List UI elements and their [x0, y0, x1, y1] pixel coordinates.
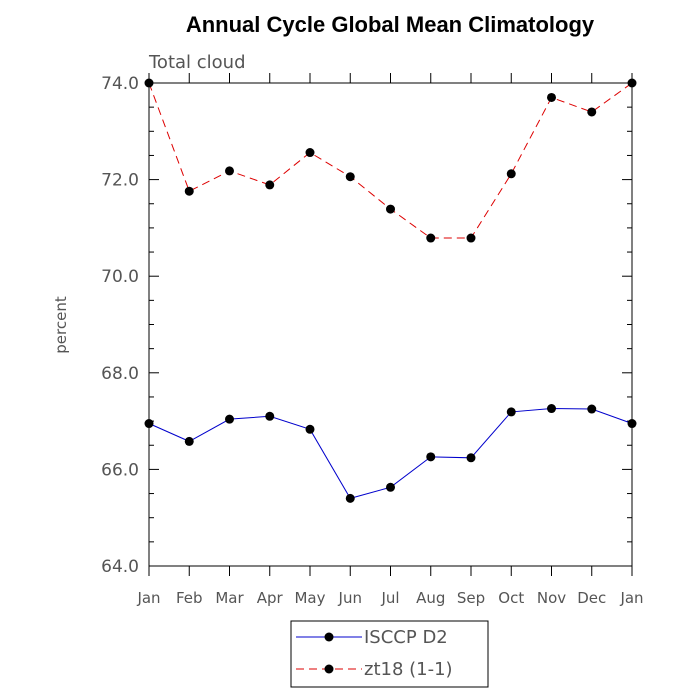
data-point	[506, 407, 516, 417]
data-point	[506, 169, 516, 179]
axis-ticks	[148, 73, 633, 576]
x-tick-label: Jun	[338, 589, 362, 607]
y-tick-label: 74.0	[101, 74, 139, 94]
x-tick-label: Jan	[619, 589, 643, 607]
x-tick-label: Oct	[498, 589, 524, 607]
y-axis-label: percent	[52, 296, 70, 354]
data-point	[426, 452, 436, 462]
data-point	[144, 419, 154, 429]
legend-label-isccp: ISCCP D2	[364, 627, 448, 648]
data-point	[587, 107, 597, 117]
data-point	[305, 424, 315, 434]
data-point	[547, 92, 556, 102]
data-point	[426, 233, 436, 243]
x-tick-label: Mar	[215, 589, 244, 607]
data-point	[386, 204, 395, 214]
data-point	[345, 493, 355, 503]
x-tick-label: Nov	[537, 589, 566, 607]
legend-marker-isccp	[324, 632, 334, 642]
data-point	[547, 404, 556, 414]
data-point	[466, 453, 476, 463]
y-tick-label: 70.0	[101, 267, 139, 287]
y-tick-label: 66.0	[101, 460, 139, 480]
x-tick-label: Feb	[176, 589, 203, 607]
legend-marker-zt18	[324, 664, 334, 674]
data-point	[225, 414, 234, 424]
y-tick-label: 68.0	[101, 364, 139, 384]
data-point	[144, 78, 154, 88]
x-tick-label: Jul	[380, 589, 399, 607]
plot-frame	[148, 82, 633, 567]
data-point	[305, 148, 315, 158]
x-tick-label: Jan	[136, 589, 160, 607]
data-point	[466, 233, 476, 243]
chart-title: Annual Cycle Global Mean Climatology	[186, 12, 595, 37]
data-point	[265, 180, 275, 190]
x-tick-label: Apr	[257, 589, 284, 607]
data-point	[345, 172, 355, 182]
y-tick-label: 64.0	[101, 557, 139, 577]
data-point	[225, 166, 234, 176]
series-layer	[144, 78, 637, 503]
x-tick-label: Dec	[577, 589, 606, 607]
series-line-1	[148, 82, 633, 239]
legend: ISCCP D2 zt18 (1-1)	[290, 620, 489, 688]
x-tick-label: May	[294, 589, 325, 607]
data-point	[184, 436, 194, 446]
data-point	[627, 419, 637, 429]
legend-box	[290, 620, 489, 688]
x-tick-labels: Jan Feb Mar Apr May Jun Jul Aug Sep Oct Nov Dec Jan	[136, 589, 643, 607]
legend-label-zt18: zt18 (1-1)	[364, 659, 453, 680]
y-tick-label: 72.0	[101, 171, 139, 191]
x-tick-label: Sep	[457, 589, 485, 607]
data-point	[265, 411, 275, 421]
x-tick-label: Aug	[416, 589, 445, 607]
data-point	[587, 404, 597, 414]
data-point	[184, 186, 194, 196]
chart-subtitle: Total cloud	[148, 52, 246, 73]
data-point	[386, 482, 395, 492]
y-tick-labels: 64.0 66.0 68.0 70.0 72.0 74.0	[101, 74, 139, 577]
data-point	[627, 78, 637, 88]
